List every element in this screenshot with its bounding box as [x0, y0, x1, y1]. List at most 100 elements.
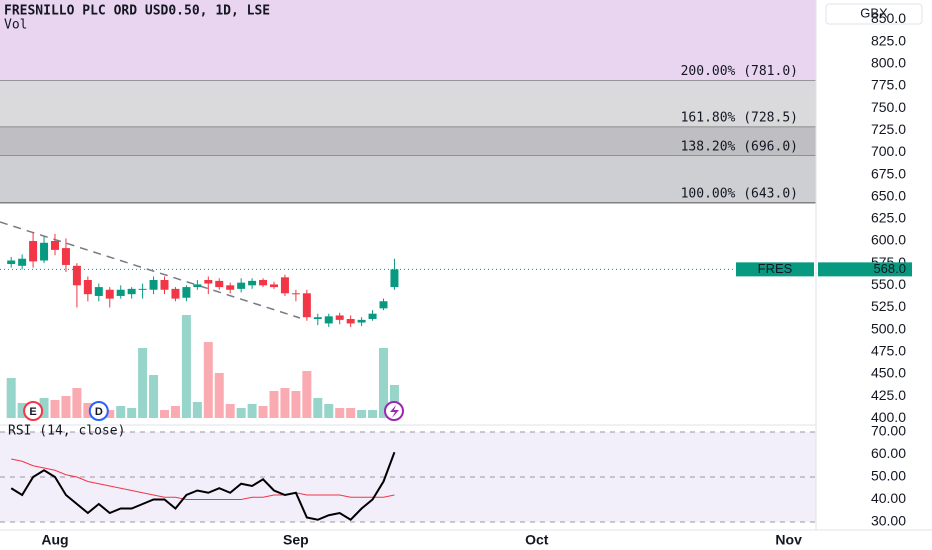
- rsi-tick-label: 60.00: [871, 445, 906, 461]
- volume-bar: [116, 406, 126, 418]
- candle-body: [324, 316, 333, 324]
- y-tick-label: 750.0: [871, 99, 906, 115]
- y-tick-label: 775.0: [871, 77, 906, 93]
- volume-bar: [302, 371, 312, 418]
- volume-bar: [17, 403, 27, 418]
- candle-body: [248, 280, 257, 286]
- candle-body: [379, 301, 388, 309]
- volume-bar: [170, 406, 180, 418]
- candle-body: [357, 319, 366, 323]
- volume-bar: [368, 410, 378, 418]
- candle-body: [335, 315, 344, 320]
- candle-body: [390, 269, 399, 288]
- volume-bar: [138, 348, 148, 418]
- fib-zone: [0, 0, 816, 81]
- fib-zone: [0, 127, 816, 156]
- y-tick-label: 400.0: [871, 409, 906, 425]
- rsi-tick-label: 50.00: [871, 468, 906, 484]
- rsi-tick-label: 40.00: [871, 490, 906, 506]
- candle-body: [280, 277, 289, 294]
- candle-body: [346, 318, 355, 324]
- volume-bar: [6, 378, 16, 418]
- background: 200.00% (781.0) 161.80% (728.5) 138.20% (6…: [0, 0, 816, 523]
- y-tick-label: 800.0: [871, 55, 906, 71]
- y-tick-label: 625.0: [871, 210, 906, 226]
- currency[interactable]: GBX: [860, 5, 888, 20]
- candle-body: [160, 280, 169, 290]
- x-tick-label: Sep: [283, 532, 309, 548]
- event-marker: [88, 401, 109, 421]
- volume-bar: [203, 342, 213, 418]
- last-price-tag: [818, 262, 912, 277]
- volume-bar: [214, 373, 224, 418]
- rsi-label: RSI (14, close): [8, 424, 125, 439]
- candle-body: [237, 282, 246, 289]
- rsi-tick-label: 70.00: [871, 423, 906, 439]
- candle-body: [83, 280, 92, 295]
- symbol-tag: [736, 262, 814, 277]
- volume-bar: [61, 396, 71, 418]
- trend-line: [0, 221, 301, 319]
- volume-bar: [160, 410, 169, 418]
- candle-body: [127, 288, 136, 295]
- volume-bar: [236, 408, 246, 418]
- volume-bar: [280, 388, 290, 418]
- candle-body: [302, 293, 311, 318]
- fib-zone: [0, 80, 816, 128]
- currency-box[interactable]: [825, 3, 923, 25]
- volume-bar: [335, 408, 345, 418]
- volume-bar: [192, 402, 202, 418]
- volume-bar: [379, 348, 388, 418]
- volume-bar: [127, 408, 137, 418]
- candle-body: [40, 242, 49, 261]
- rsi-line: [10, 451, 396, 522]
- y-tick-label: 425.0: [871, 387, 906, 403]
- y-tick-label: 850.0: [871, 10, 906, 26]
- x-tick-label: Oct: [525, 532, 549, 548]
- candle-body: [94, 287, 103, 296]
- volume-bar: [313, 398, 323, 418]
- volume-bar: [269, 391, 279, 418]
- fib-zone: [0, 155, 816, 203]
- y-tick-label: 650.0: [871, 187, 906, 203]
- event-marker: [23, 401, 44, 421]
- candle-body: [182, 287, 191, 298]
- fib-level-label: 100.00% (643.0): [681, 186, 798, 201]
- candle-body: [368, 313, 377, 319]
- volume-bar: [258, 406, 268, 418]
- symbol-label: FRES: [758, 261, 793, 276]
- y-tick-label: 500.0: [871, 320, 906, 336]
- candle-body: [193, 284, 202, 288]
- y-tick-label: 550.0: [871, 276, 906, 292]
- volume-label: Vol: [4, 18, 27, 33]
- volume-bar: [72, 388, 82, 418]
- chart-title: FRESNILLO PLC ORD USD0.50, 1D, LSE: [4, 4, 270, 19]
- fib-level-label: 161.80% (728.5): [681, 111, 798, 126]
- candle-body: [51, 241, 59, 250]
- event-label: E: [29, 406, 36, 418]
- volume-bar: [247, 404, 257, 418]
- candle-body: [259, 280, 268, 286]
- fib-level-label: 200.00% (781.0): [681, 64, 798, 79]
- candle-body: [215, 280, 224, 288]
- y-tick-label: 700.0: [871, 143, 906, 159]
- candle-body: [116, 289, 125, 296]
- fib-level-label: 138.20% (696.0): [681, 139, 798, 154]
- y-tick-label: 450.0: [871, 365, 906, 381]
- candle-body: [138, 288, 147, 290]
- y-tick-label: 675.0: [871, 165, 906, 181]
- y-tick-label: 600.0: [871, 232, 906, 248]
- volume-bar: [39, 398, 49, 418]
- volume-bar: [181, 315, 191, 418]
- y-tick-label: 725.0: [871, 121, 906, 137]
- y-tick-label: 825.0: [871, 32, 906, 48]
- candle-body: [171, 288, 180, 299]
- last-price-label: 568.0: [873, 261, 906, 276]
- volume-bar: [324, 404, 334, 418]
- volume-bar: [149, 375, 159, 418]
- volume-bar: [225, 404, 235, 418]
- rsi-ma-line: [11, 458, 395, 500]
- volume-bar: [346, 408, 356, 418]
